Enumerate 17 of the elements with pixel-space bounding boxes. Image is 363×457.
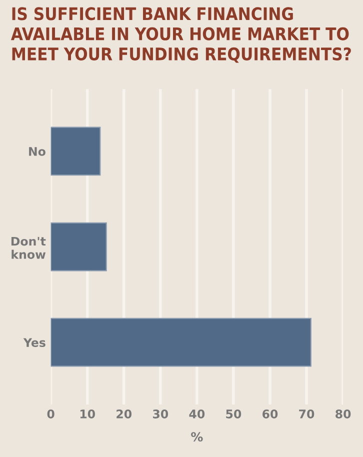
x-tick-label: 20	[116, 410, 132, 418]
chart-title: IS SUFFICIENT BANK FINANCING AVAILABLE IN YOUR HOME MARKET TO MEET YOUR FUNDING REQUIREMENTS?	[10, 7, 351, 63]
y-tick-label: Don't know	[11, 236, 46, 259]
x-tick-label: 30	[152, 410, 168, 418]
bar	[50, 222, 107, 272]
bar	[50, 126, 101, 176]
x-tick-label: 10	[80, 410, 95, 418]
y-tick-label: No	[29, 147, 46, 156]
x-tick-label: 40	[189, 410, 205, 418]
x-tick-label: 60	[262, 410, 278, 418]
x-tick-label: 50	[226, 410, 242, 418]
x-axis-title: %	[191, 432, 203, 442]
x-tick-label: 70	[299, 410, 314, 418]
x-tick-label: 80	[336, 410, 351, 418]
x-tick-label: 0	[47, 410, 54, 418]
bar	[50, 318, 312, 367]
y-tick-label: Yes	[23, 338, 46, 347]
